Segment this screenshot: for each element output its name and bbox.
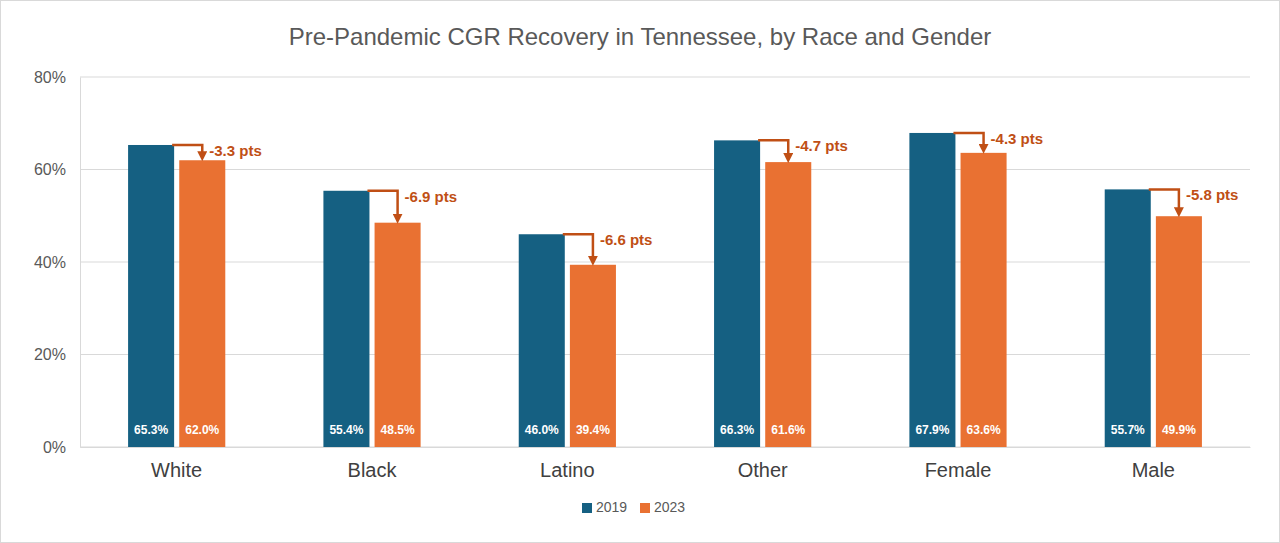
x-tick-label: Male	[1132, 459, 1175, 481]
grid-line	[80, 262, 1250, 263]
y-axis: 0% 20% 40% 60% 80%	[34, 69, 81, 456]
y-tick: 80%	[34, 69, 80, 86]
change-arrow	[367, 191, 397, 219]
grid-line	[80, 77, 1250, 78]
data-label: 66.3%	[720, 423, 754, 437]
y-tick-label: 80%	[34, 69, 66, 86]
y-tick-label: 0%	[43, 439, 66, 456]
annotations: -3.3 pts -6.9 pts -6.6 pts -4.7 pts -4.3 pts…	[172, 130, 1238, 261]
chart-frame	[1, 1, 1280, 543]
legend-swatch	[582, 503, 592, 513]
x-tick: Latino	[540, 447, 595, 481]
bar	[570, 265, 616, 447]
annotation: -6.9 pts	[405, 188, 458, 205]
x-tick-label: Black	[348, 459, 398, 481]
data-label: 67.9%	[915, 423, 949, 437]
data-label: 65.3%	[134, 423, 168, 437]
bars	[128, 133, 1202, 447]
change-arrow	[1149, 189, 1179, 212]
data-label: 48.5%	[381, 423, 415, 437]
bar	[909, 133, 955, 447]
y-tick-label: 40%	[34, 254, 66, 271]
data-label: 61.6%	[771, 423, 805, 437]
bar	[128, 145, 174, 447]
y-tick: 40%	[34, 254, 80, 271]
y-tick-label: 20%	[34, 346, 66, 363]
x-tick: White	[151, 447, 202, 481]
bar	[714, 140, 760, 447]
x-tick-label: White	[151, 459, 202, 481]
grid-line	[80, 354, 1250, 355]
bar	[519, 234, 565, 447]
change-arrow	[953, 133, 983, 149]
bar	[1105, 189, 1151, 447]
annotation: -5.8 pts	[1186, 186, 1239, 203]
x-axis: White Black Latino Other Female Male	[81, 447, 1251, 481]
annotation: -6.6 pts	[600, 231, 653, 248]
y-tick: 20%	[34, 346, 80, 363]
data-label: 46.0%	[525, 423, 559, 437]
x-tick: Female	[925, 447, 992, 481]
x-tick-label: Other	[738, 459, 788, 481]
data-label: 63.6%	[967, 423, 1001, 437]
bar	[179, 160, 225, 447]
y-axis-line	[80, 78, 81, 448]
y-tick-label: 60%	[34, 161, 66, 178]
change-arrow	[172, 145, 202, 156]
x-axis-line	[81, 447, 1251, 448]
x-tick: Other	[738, 447, 788, 481]
legend-label: 2019	[596, 499, 627, 515]
annotation: -4.7 pts	[795, 137, 848, 154]
grid	[80, 77, 1250, 447]
bar	[961, 153, 1007, 447]
bar	[323, 191, 369, 447]
chart-title: Pre-Pandemic CGR Recovery in Tennessee, …	[289, 23, 992, 50]
data-label: 62.0%	[185, 423, 219, 437]
annotation: -4.3 pts	[991, 130, 1044, 147]
y-tick: 60%	[34, 161, 80, 178]
grid-line	[80, 447, 1250, 448]
data-label: 55.7%	[1111, 423, 1145, 437]
x-tick: Black	[348, 447, 398, 481]
data-label: 49.9%	[1162, 423, 1196, 437]
x-tick-label: Female	[925, 459, 992, 481]
x-tick-label: Latino	[540, 459, 595, 481]
y-tick: 0%	[43, 439, 80, 456]
data-label: 55.4%	[329, 423, 363, 437]
chart-svg: Pre-Pandemic CGR Recovery in Tennessee, …	[0, 0, 1280, 543]
change-arrow	[758, 140, 788, 158]
bar	[765, 162, 811, 447]
legend-swatch	[640, 503, 650, 513]
legend-label: 2023	[654, 499, 685, 515]
annotation: -3.3 pts	[209, 142, 262, 159]
legend: 2019 2023	[582, 499, 685, 515]
bar	[375, 223, 421, 447]
x-tick: Male	[1132, 447, 1175, 481]
bar	[1156, 216, 1202, 447]
data-label: 39.4%	[576, 423, 610, 437]
change-arrow	[563, 234, 593, 261]
data-labels: 65.3% 55.4% 46.0% 66.3% 67.9% 55.7% 62.0% 48.5%…	[134, 423, 1196, 437]
grid-line	[80, 169, 1250, 170]
